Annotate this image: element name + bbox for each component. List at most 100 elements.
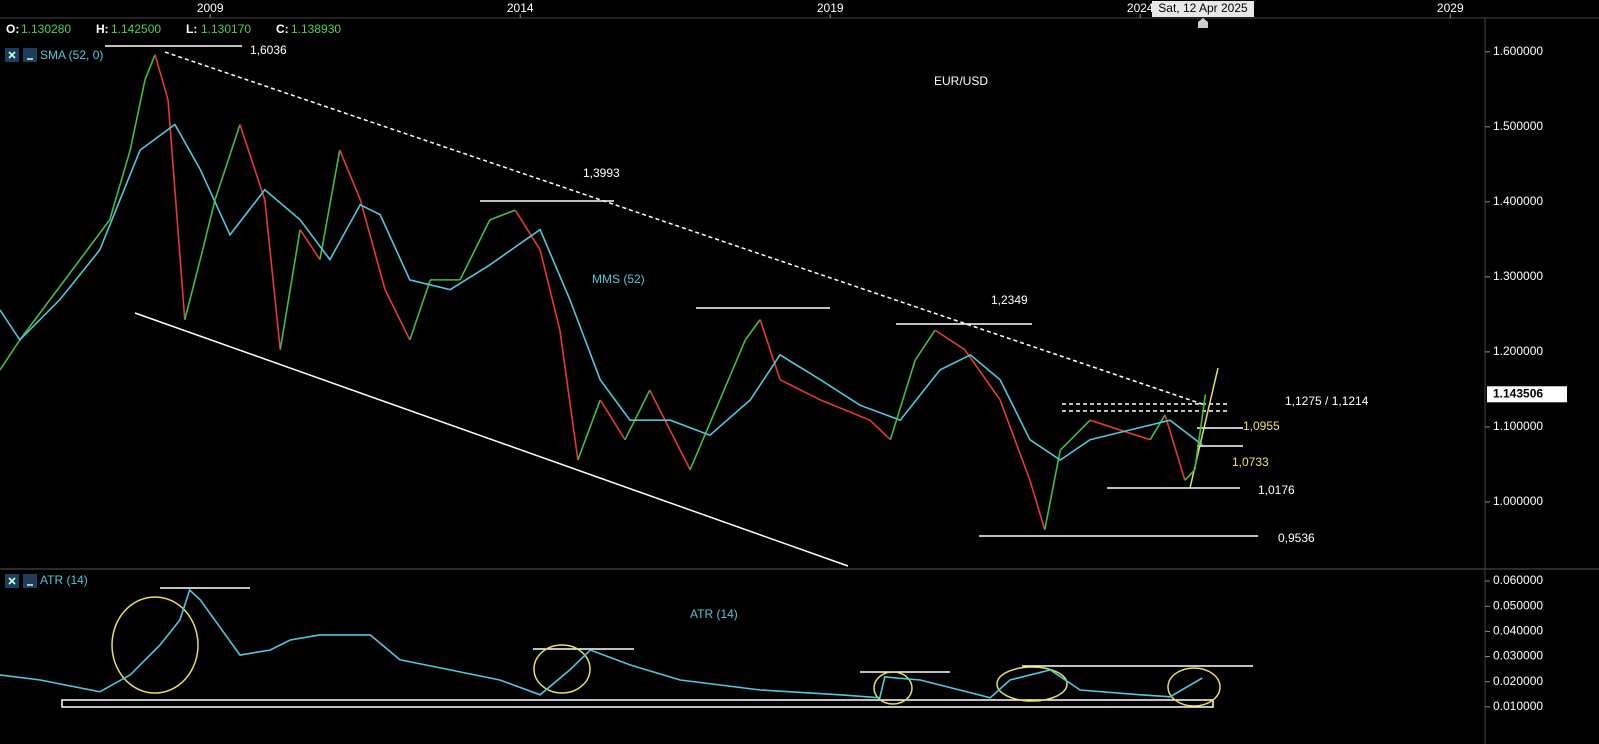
crosshair-date: Sat, 12 Apr 2025 [1158, 1, 1248, 15]
y-tick-label: 1.200000 [1493, 344, 1543, 358]
crosshair-label-box [1152, 1, 1254, 17]
ohlc-key: L: [186, 22, 197, 36]
annotation: 1,2349 [991, 293, 1028, 307]
legend-label: SMA (52, 0) [40, 48, 103, 62]
annotation: 0,9536 [1278, 531, 1315, 545]
price-segment [489, 209, 516, 221]
price-segment [154, 54, 169, 101]
channel-line [134, 312, 849, 567]
y-tick-label: 1.600000 [1493, 44, 1543, 58]
annotation: 1,6036 [250, 43, 287, 57]
price-segment [719, 339, 747, 401]
price-segment [79, 219, 111, 261]
annotation: ATR (14) [690, 607, 738, 621]
ohlc-key: O: [6, 22, 19, 36]
y-tick-label: 0.010000 [1493, 699, 1543, 713]
price-segment [820, 399, 871, 421]
ohlc-value: 1.130280 [21, 22, 71, 36]
y-tick-label: 0.040000 [1493, 624, 1543, 638]
price-segment [999, 399, 1031, 481]
highlight [996, 666, 1068, 702]
x-tick-label: 2024 [1127, 1, 1154, 15]
ohlc-value: 1.142500 [111, 22, 161, 36]
legend-label: ATR (14) [40, 573, 88, 587]
price-segment [744, 319, 761, 341]
x-tick-label: 2009 [197, 1, 224, 15]
price-segment [577, 399, 601, 461]
price-segment [689, 399, 721, 471]
highlight [111, 596, 199, 694]
price-segment [514, 209, 541, 251]
price-segment [914, 329, 936, 361]
price-segment [649, 389, 691, 471]
price-segment [167, 99, 186, 320]
price-segment [1089, 419, 1121, 431]
y-tick-label: 0.060000 [1493, 573, 1543, 587]
price-segment [183, 259, 202, 320]
price-segment [299, 229, 321, 261]
price-segment [964, 349, 1001, 401]
ohlc-value: 1.138930 [291, 22, 341, 36]
price-segment [599, 399, 626, 441]
price-segment [1059, 419, 1091, 451]
minimize-button[interactable] [23, 574, 37, 588]
price-segment [1194, 394, 1207, 470]
chart-title: EUR/USD [934, 74, 988, 88]
price-segment [239, 124, 266, 200]
ohlc-key: H: [96, 22, 109, 36]
annotation: MMS (52) [592, 272, 645, 286]
price-segment [108, 149, 131, 221]
price-segment [1029, 479, 1046, 530]
crosshair-marker [1198, 18, 1208, 28]
price-segment [869, 419, 891, 441]
price-segment [319, 149, 341, 260]
price-segment [199, 199, 216, 260]
price-segment [49, 259, 81, 300]
price-segment [1149, 414, 1166, 441]
highlight [873, 671, 913, 705]
price-segment [889, 359, 916, 440]
x-tick-label: 2019 [817, 1, 844, 15]
price-segment [19, 298, 51, 341]
ohlc-key: C: [276, 22, 289, 36]
atr-box [61, 699, 1214, 708]
price-segment [0, 339, 21, 371]
price-segment [384, 289, 411, 341]
price-segment [359, 199, 386, 290]
last-price-box [1487, 386, 1567, 403]
y-tick-label: 0.020000 [1493, 674, 1543, 688]
price-segment [539, 249, 561, 331]
indicator-line [0, 588, 1203, 699]
price-segment [934, 329, 966, 351]
price-segment [144, 54, 156, 80]
y-tick-label: 1.300000 [1493, 269, 1543, 283]
trend-line [164, 51, 1206, 406]
y-tick-label: 1.500000 [1493, 119, 1543, 133]
price-segment [1184, 469, 1196, 481]
highlight [1167, 667, 1221, 707]
price-segment [779, 378, 821, 401]
x-tick-label: 2029 [1437, 1, 1464, 15]
annotation: 1,0176 [1258, 483, 1295, 497]
layout [0, 17, 1599, 744]
annotation: 1,3993 [583, 166, 620, 180]
y-tick-label: 0.030000 [1493, 649, 1543, 663]
y-tick-label: 1.000000 [1493, 494, 1543, 508]
y-tick-label: 0.050000 [1493, 598, 1543, 612]
minimize-button[interactable] [23, 48, 37, 62]
x-tick-label: 2014 [507, 1, 534, 15]
price-segment [339, 149, 361, 200]
button-icons [8, 51, 33, 586]
price-segment [129, 79, 146, 151]
annotation: 1,1275 / 1,1214 [1285, 394, 1369, 408]
highlight [533, 644, 591, 694]
ohlc-value: 1.130170 [201, 22, 251, 36]
price-segment [214, 124, 241, 200]
price-segment [759, 319, 781, 380]
price-segment [1164, 414, 1186, 481]
last-price-label: 1.143506 [1493, 386, 1543, 400]
price-segment [263, 199, 282, 350]
price-segment [559, 330, 579, 461]
indicator-line [0, 123, 1203, 461]
